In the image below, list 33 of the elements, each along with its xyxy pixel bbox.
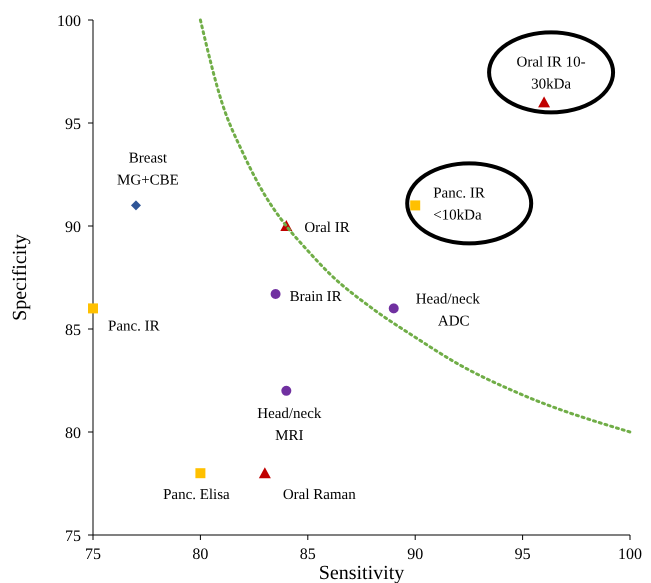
x-axis-title: Sensitivity (318, 562, 404, 583)
annotation: Panc. IR (108, 318, 160, 334)
point (388, 303, 399, 314)
y-tick-label: 100 (57, 13, 81, 30)
point (88, 303, 98, 314)
annotation: Brain IR (290, 288, 342, 305)
annotation: Oral IR (304, 220, 350, 236)
x-tick-label: 95 (514, 546, 531, 563)
x-tick-label: 75 (85, 546, 101, 563)
point (281, 386, 292, 396)
y-tick-label: 80 (65, 425, 81, 442)
x-tick-label: 90 (407, 546, 424, 563)
annotation: Oral Raman (282, 487, 356, 504)
annotation: Head/neck ADC (416, 291, 480, 330)
y-axis-title: Specificity (9, 234, 31, 321)
point (410, 200, 420, 210)
point (195, 468, 206, 478)
annotation: Breast MG+CBE (117, 150, 179, 188)
x-tick-label: 85 (300, 546, 316, 563)
y-tick-label: 90 (65, 219, 81, 236)
y-tick-label: 85 (65, 322, 81, 339)
x-tick-label: 100 (618, 546, 642, 563)
annotation: Oral IR 10- 30kDa (516, 54, 586, 92)
point (270, 288, 281, 299)
x-tick-label: 80 (192, 546, 208, 563)
y-tick-label: 75 (65, 528, 81, 545)
annotation: Head/neck MRI (257, 406, 322, 444)
point (538, 96, 550, 108)
point (130, 200, 141, 210)
point (258, 467, 271, 478)
annotation: Panc. Elisa (163, 487, 230, 504)
annotation: Panc. IR <10kDa (433, 185, 485, 224)
y-tick-label: 95 (65, 116, 81, 133)
